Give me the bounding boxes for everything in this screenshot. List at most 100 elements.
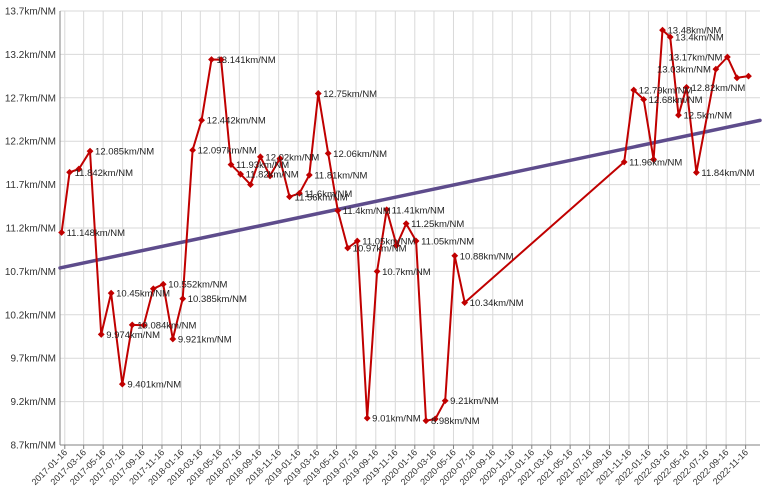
data-point-marker — [198, 116, 205, 124]
data-point-marker — [675, 111, 682, 119]
data-label: 11.148km/NM — [67, 228, 126, 239]
data-label: 11.842km/NM — [75, 168, 134, 179]
data-point-marker — [217, 56, 225, 64]
data-label: 12.75km/NM — [323, 89, 377, 100]
data-label: 11.96km/NM — [629, 158, 682, 169]
data-point-marker — [58, 229, 65, 236]
y-tick-label: 10.7km/NM — [5, 267, 56, 278]
data-point-marker — [286, 193, 293, 201]
data-label: 12.82km/NM — [691, 83, 745, 94]
data-label: 11.93km/NM — [236, 160, 289, 171]
data-point-marker — [208, 56, 215, 63]
data-point-marker — [712, 65, 720, 73]
data-point-marker — [650, 156, 657, 163]
data-point-marker — [692, 169, 700, 176]
data-label: 12.06km/NM — [333, 149, 387, 160]
data-label: 11.6km/NM — [304, 189, 352, 200]
data-point-marker — [149, 285, 157, 293]
data-label: 12.02km/NM — [265, 152, 319, 163]
data-point-marker — [461, 299, 469, 307]
data-label: 10.88km/NM — [460, 251, 514, 262]
data-point-marker — [75, 165, 83, 173]
data-point-marker — [128, 321, 136, 329]
y-tick-label: 8.7km/NM — [10, 441, 56, 452]
data-label: 9.21km/NM — [450, 396, 499, 407]
data-point-marker — [683, 83, 690, 91]
data-label: 13.141km/NM — [217, 55, 276, 66]
data-label: 11.41km/NM — [392, 205, 445, 216]
data-point-marker — [159, 280, 167, 288]
y-tick-label: 12.7km/NM — [5, 93, 56, 104]
data-label: 9.974km/NM — [106, 330, 160, 341]
data-point-marker — [334, 207, 342, 215]
y-tick-label: 11.2km/NM — [6, 224, 56, 235]
data-point-marker — [666, 33, 674, 41]
data-point-marker — [373, 268, 381, 275]
data-point-marker — [745, 72, 752, 80]
data-point-marker — [422, 417, 430, 425]
y-axis-ticks: 8.7km/NM 9.2km/NM 9.7km/NM 10.2km/NM 10.7km/… — [5, 7, 56, 452]
data-label: 12.79km/NM — [639, 85, 693, 96]
data-point-marker — [640, 96, 648, 103]
data-point-marker — [353, 237, 361, 245]
data-labels: 11.148km/NM 11.842km/NM 12.085km/NM 9.974km… — [67, 26, 755, 428]
data-label: 12.68km/NM — [649, 95, 703, 106]
data-point-marker — [66, 168, 73, 176]
data-point-marker — [296, 189, 303, 197]
data-label: 10.385km/NM — [188, 294, 247, 305]
data-label: 13.17km/NM — [669, 53, 723, 64]
data-point-marker — [441, 397, 449, 405]
data-point-marker — [276, 155, 284, 162]
data-point-marker — [247, 181, 254, 188]
data-point-marker — [97, 331, 105, 338]
data-point-marker — [305, 171, 313, 179]
data-label: 9.921km/NM — [178, 335, 232, 346]
axes — [59, 11, 760, 446]
y-tick-label: 10.2km/NM — [5, 310, 56, 321]
data-point-marker — [227, 161, 235, 169]
y-tick-label: 9.2km/NM — [10, 397, 56, 408]
data-point-marker — [412, 237, 420, 245]
data-point-marker — [402, 220, 410, 228]
data-point-marker — [107, 289, 115, 297]
data-label: 11.05km/NM — [421, 237, 474, 248]
data-label: 10.084km/NM — [137, 320, 196, 331]
data-label: 9.401km/NM — [127, 380, 181, 391]
data-label: 11.82km/NM — [246, 170, 299, 181]
data-point-marker — [189, 146, 197, 154]
data-label: 11.05km/NM — [362, 237, 415, 248]
data-point-marker — [451, 252, 459, 260]
data-point-marker — [393, 241, 400, 249]
y-tick-label: 9.7km/NM — [10, 354, 56, 365]
data-point-marker — [659, 26, 666, 34]
data-label: 13.4km/NM — [675, 33, 724, 44]
data-label: 11.81km/NM — [314, 171, 367, 182]
data-point-marker — [630, 86, 638, 94]
data-point-marker — [86, 147, 94, 155]
data-point-marker — [363, 414, 371, 422]
data-point-marker — [324, 149, 332, 157]
data-point-marker — [314, 90, 322, 97]
data-point-marker — [140, 321, 148, 329]
data-label: 11.25km/NM — [411, 219, 464, 230]
series-layer — [58, 26, 752, 425]
y-tick-label: 11.7km/NM — [6, 180, 56, 191]
data-point-marker — [383, 206, 391, 214]
data-label: 10.97km/NM — [353, 243, 407, 254]
trendline — [58, 118, 762, 270]
y-tick-label: 13.7km/NM — [5, 7, 56, 18]
data-label: 11.4km/NM — [343, 206, 391, 217]
data-label: 12.442km/NM — [207, 116, 266, 127]
data-point-marker — [266, 172, 274, 180]
data-label: 9.01km/NM — [372, 414, 421, 425]
y-tick-label: 13.2km/NM — [5, 50, 56, 61]
data-point-marker — [733, 74, 741, 82]
data-point-marker — [169, 335, 177, 343]
data-label: 8.98km/NM — [431, 416, 480, 427]
data-label: 10.34km/NM — [470, 298, 524, 309]
data-point-marker — [344, 244, 352, 252]
data-label: 10.45km/NM — [116, 289, 170, 300]
data-point-marker — [431, 415, 439, 423]
data-label: 12.5km/NM — [683, 111, 732, 122]
